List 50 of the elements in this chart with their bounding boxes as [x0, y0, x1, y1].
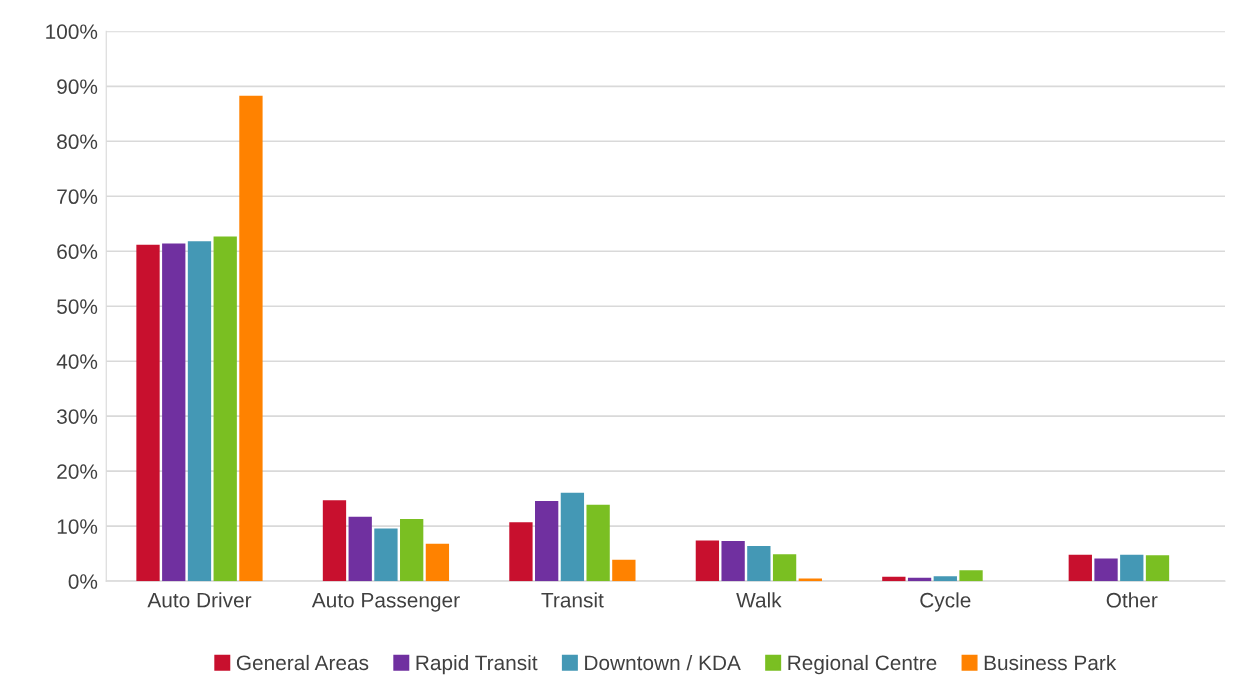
bar [586, 504, 610, 582]
y-tick-label: 40% [56, 354, 98, 369]
y-tick-label: 70% [57, 189, 98, 205]
bar [747, 545, 771, 582]
bar [772, 554, 797, 582]
bar [213, 236, 237, 582]
bar [1068, 554, 1092, 582]
bar [162, 243, 186, 582]
bar [721, 541, 745, 582]
bar [907, 577, 932, 582]
bar [882, 576, 906, 582]
bar [509, 522, 533, 582]
x-tick-label: Other [1106, 592, 1158, 608]
legend-label: Regional Centre [788, 654, 937, 675]
legend-label: General Areas [236, 654, 369, 671]
y-tick-label: 20% [57, 464, 98, 479]
y-tick-label: 100% [46, 24, 98, 40]
bar [535, 500, 559, 582]
bar [1094, 558, 1118, 582]
x-tick-label: Auto Driver [147, 592, 252, 608]
y-tick-label: 10% [57, 519, 98, 534]
bar [560, 492, 585, 582]
bar [1120, 554, 1144, 582]
bar [933, 576, 957, 582]
y-tick-label: 50% [57, 299, 98, 314]
y-tick-label: 30% [57, 409, 98, 424]
bar [798, 578, 822, 582]
x-tick-label: Cycle [920, 592, 971, 612]
x-tick-label: Auto Passenger [311, 593, 460, 612]
y-tick-label: 80% [57, 134, 98, 150]
legend-label: Downtown / KDA [585, 654, 741, 671]
bar [1145, 555, 1170, 582]
bar [374, 528, 398, 582]
bar [348, 516, 372, 582]
x-tick-label: Walk [736, 592, 782, 608]
y-tick-label: 60% [57, 244, 98, 260]
bar [695, 540, 720, 582]
bar [425, 543, 450, 582]
bar [187, 241, 212, 582]
bar [959, 570, 983, 582]
bar [400, 519, 424, 582]
y-tick-label: 0% [68, 574, 98, 589]
x-tick-label: Transit [541, 592, 604, 608]
y-tick-label: 90% [57, 79, 98, 95]
legend-label: Business Park [984, 654, 1117, 671]
bar [322, 500, 347, 582]
legend-label: Rapid Transit [416, 654, 538, 675]
bar [239, 95, 263, 582]
bar [612, 559, 636, 582]
bar [136, 244, 160, 582]
